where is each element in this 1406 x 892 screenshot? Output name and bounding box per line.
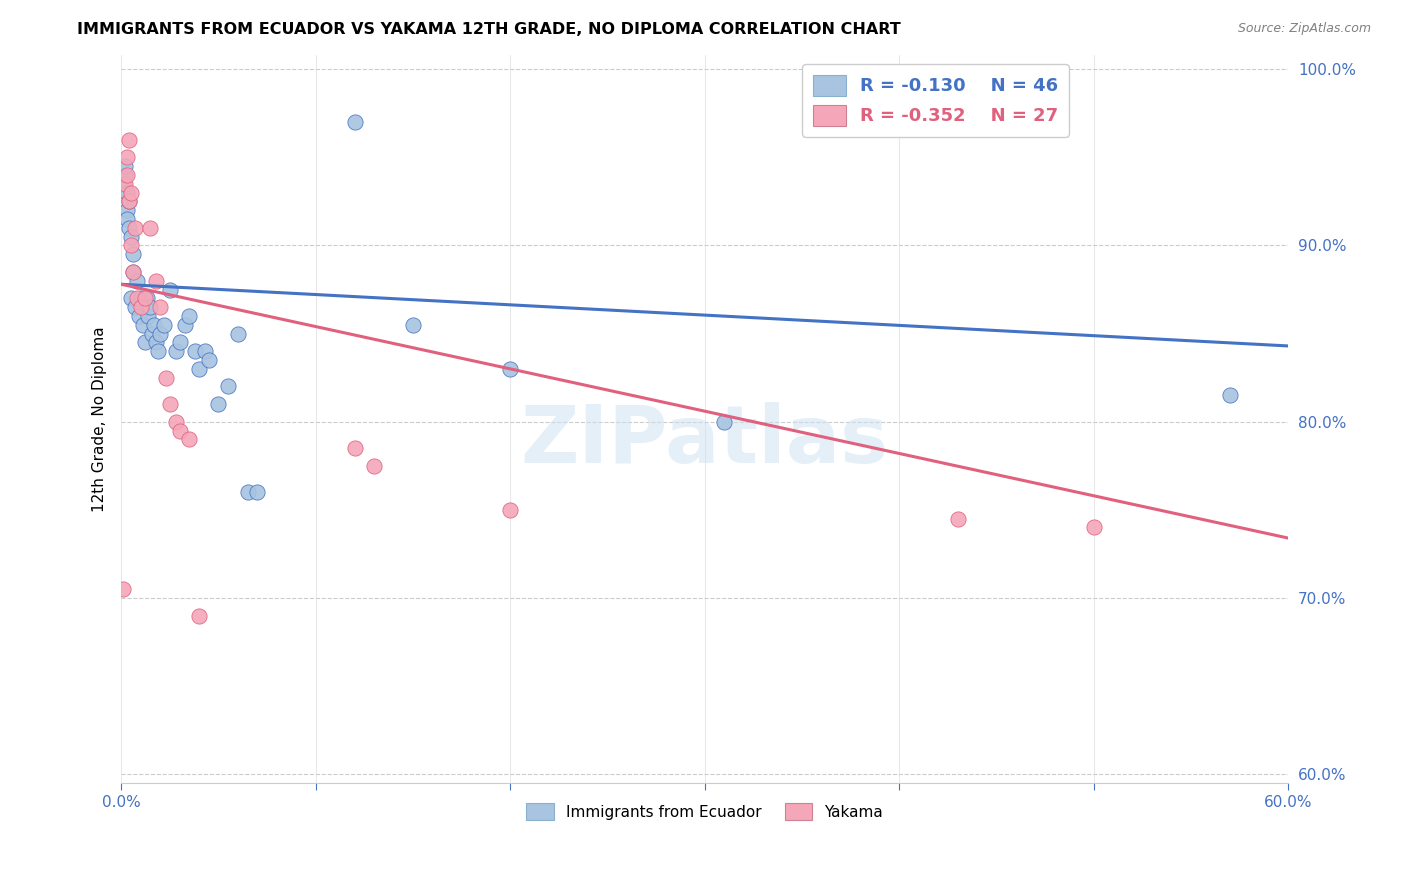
Point xyxy=(174,318,197,332)
Point xyxy=(145,274,167,288)
Point xyxy=(115,186,138,200)
Point xyxy=(122,247,145,261)
Point xyxy=(159,283,181,297)
Point xyxy=(114,168,136,182)
Text: ZIPatlas: ZIPatlas xyxy=(520,402,889,480)
Point xyxy=(179,309,201,323)
Y-axis label: 12th Grade, No Diploma: 12th Grade, No Diploma xyxy=(93,326,107,512)
Point xyxy=(120,291,142,305)
Point xyxy=(125,291,148,305)
Point xyxy=(124,220,146,235)
Point xyxy=(115,168,138,182)
Legend: Immigrants from Ecuador, Yakama: Immigrants from Ecuador, Yakama xyxy=(520,797,889,826)
Point xyxy=(118,194,141,209)
Point xyxy=(112,582,135,597)
Point xyxy=(115,212,138,227)
Point xyxy=(128,309,150,323)
Point xyxy=(129,291,152,305)
Point xyxy=(139,220,162,235)
Point xyxy=(159,397,181,411)
Point xyxy=(112,177,135,191)
Point xyxy=(115,203,138,218)
Point xyxy=(343,441,366,455)
Point xyxy=(169,424,191,438)
Point xyxy=(194,344,217,359)
Point xyxy=(165,415,187,429)
Point xyxy=(207,397,229,411)
Point xyxy=(184,344,207,359)
Point xyxy=(149,326,172,341)
Point xyxy=(141,326,163,341)
Point xyxy=(226,326,249,341)
Point xyxy=(135,291,157,305)
Point xyxy=(188,362,211,376)
Point xyxy=(499,362,522,376)
Point xyxy=(124,300,146,314)
Point xyxy=(122,265,145,279)
Point xyxy=(713,415,735,429)
Point xyxy=(1083,520,1105,534)
Point xyxy=(129,300,152,314)
Point xyxy=(131,318,153,332)
Point xyxy=(343,115,366,129)
Point xyxy=(118,194,141,209)
Point xyxy=(120,229,142,244)
Point xyxy=(197,353,219,368)
Point xyxy=(145,335,167,350)
Point xyxy=(217,379,239,393)
Point xyxy=(946,511,969,525)
Point xyxy=(118,133,141,147)
Text: IMMIGRANTS FROM ECUADOR VS YAKAMA 12TH GRADE, NO DIPLOMA CORRELATION CHART: IMMIGRANTS FROM ECUADOR VS YAKAMA 12TH G… xyxy=(77,22,901,37)
Point xyxy=(134,335,156,350)
Point xyxy=(134,291,156,305)
Point xyxy=(114,177,136,191)
Point xyxy=(165,344,187,359)
Point xyxy=(120,186,142,200)
Point xyxy=(138,309,160,323)
Point xyxy=(146,344,169,359)
Point xyxy=(118,220,141,235)
Point xyxy=(115,150,138,164)
Point xyxy=(143,318,166,332)
Point xyxy=(155,370,177,384)
Point xyxy=(1219,388,1241,402)
Point xyxy=(179,433,201,447)
Point xyxy=(169,335,191,350)
Point xyxy=(363,458,385,473)
Point xyxy=(149,300,172,314)
Point xyxy=(120,238,142,252)
Point xyxy=(499,503,522,517)
Point xyxy=(139,300,162,314)
Point xyxy=(125,274,148,288)
Point xyxy=(188,608,211,623)
Text: Source: ZipAtlas.com: Source: ZipAtlas.com xyxy=(1237,22,1371,36)
Point xyxy=(402,318,425,332)
Point xyxy=(122,265,145,279)
Point xyxy=(236,485,259,500)
Point xyxy=(246,485,269,500)
Point xyxy=(114,159,136,173)
Point xyxy=(153,318,176,332)
